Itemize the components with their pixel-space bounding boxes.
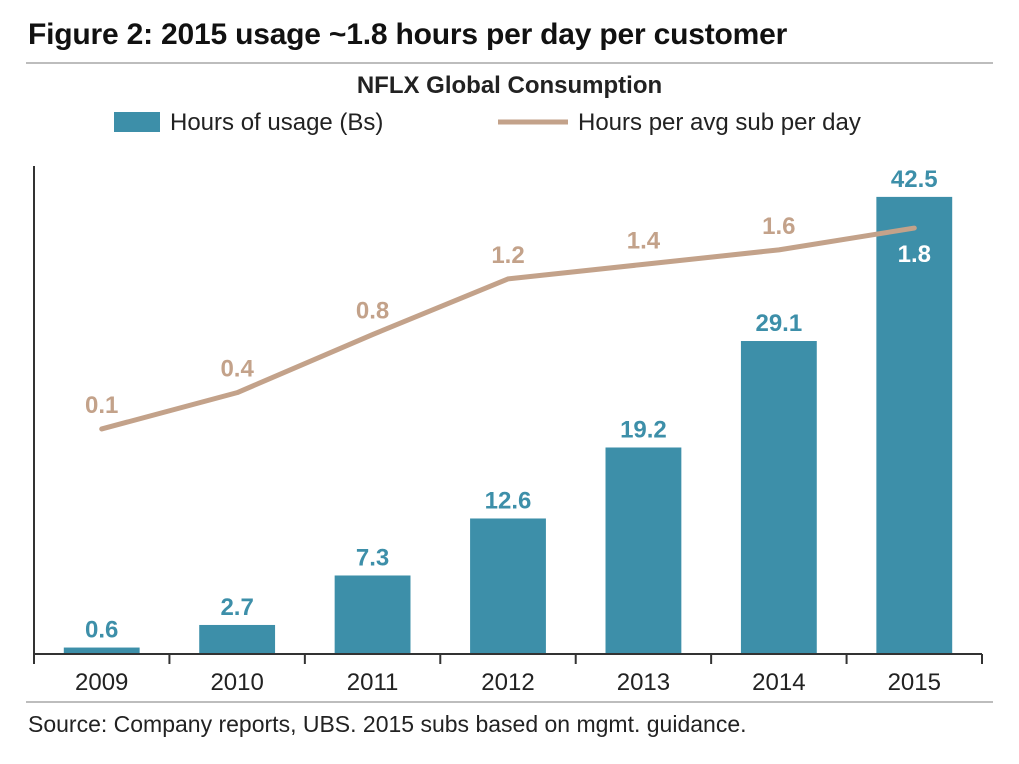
bar-value-label: 2.7	[220, 594, 253, 621]
figure-title: Figure 2: 2015 usage ~1.8 hours per day …	[28, 18, 993, 52]
top-rule	[26, 62, 993, 64]
line-value-label: 1.4	[627, 227, 661, 254]
bar-value-label: 7.3	[356, 544, 389, 571]
bottom-rule	[26, 701, 993, 703]
x-tick-label: 2013	[617, 669, 670, 696]
line-value-label: 0.4	[220, 356, 254, 383]
bar	[741, 341, 817, 654]
line-value-label: 1.6	[762, 213, 795, 240]
bar-value-label: 12.6	[485, 487, 532, 514]
line-value-label: 0.8	[356, 298, 389, 325]
bar	[470, 518, 546, 654]
legend-line-label: Hours per avg sub per day	[578, 109, 861, 136]
x-tick-label: 2015	[888, 669, 941, 696]
legend-bar-swatch	[114, 112, 160, 132]
source-text: Source: Company reports, UBS. 2015 subs …	[28, 711, 993, 738]
line-value-label: 1.2	[491, 242, 524, 269]
legend-bar-label: Hours of usage (Bs)	[170, 109, 383, 136]
bar-value-label: 19.2	[620, 416, 667, 443]
consumption-chart: Hours of usage (Bs) Hours per avg sub per…	[28, 100, 988, 696]
line-value-label: 0.1	[85, 392, 118, 419]
line-value-label: 1.8	[898, 241, 931, 268]
bar-value-label: 29.1	[755, 310, 802, 337]
chart-title: NFLX Global Consumption	[28, 72, 991, 100]
chart-area: NFLX Global Consumption Hours of usage (…	[28, 72, 991, 701]
bar-value-label: 42.5	[891, 166, 938, 193]
bar	[606, 447, 682, 654]
figure-container: Figure 2: 2015 usage ~1.8 hours per day …	[0, 0, 1019, 764]
x-tick-label: 2011	[347, 669, 399, 696]
bar-value-label: 0.6	[85, 617, 118, 644]
bar	[199, 625, 275, 654]
x-tick-label: 2014	[752, 669, 805, 696]
x-tick-label: 2010	[210, 669, 263, 696]
bar	[335, 575, 411, 654]
x-tick-label: 2009	[75, 669, 128, 696]
x-tick-label: 2012	[481, 669, 534, 696]
